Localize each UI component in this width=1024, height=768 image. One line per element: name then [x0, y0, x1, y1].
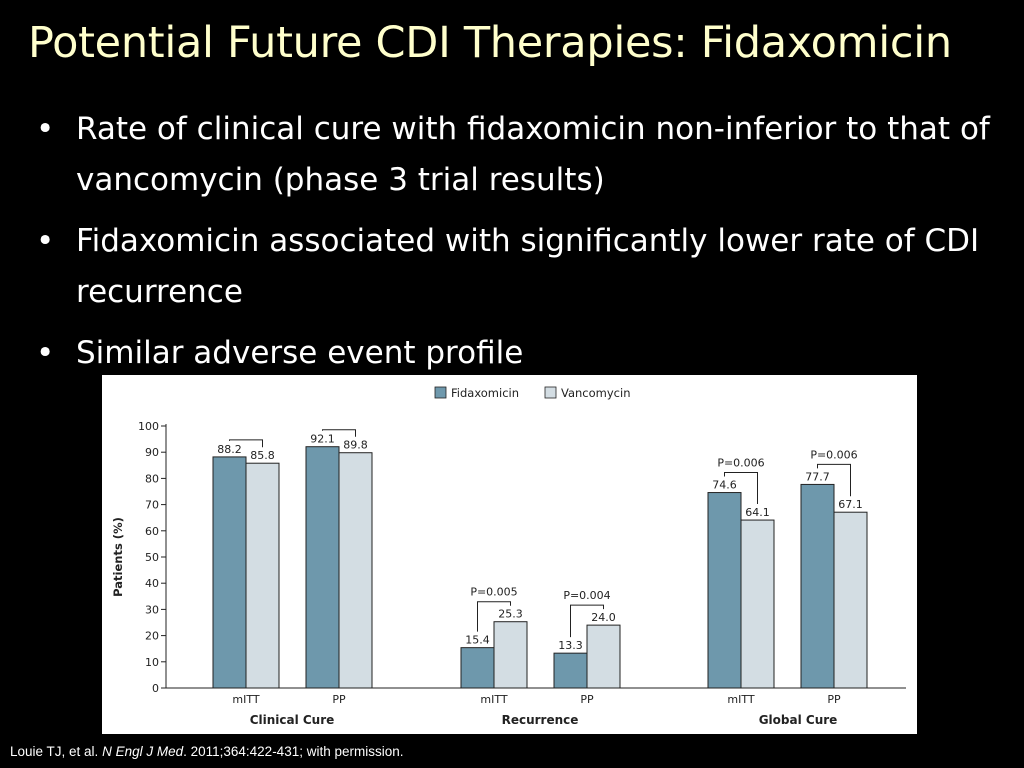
y-tick-label: 80 [145, 472, 159, 485]
slide-title: Potential Future CDI Therapies: Fidaxomi… [28, 18, 952, 68]
y-tick-label: 0 [152, 682, 159, 695]
bar-vancomycin [587, 625, 620, 688]
bar-fidaxomicin [213, 457, 246, 688]
group-label: Clinical Cure [250, 713, 335, 727]
bullet-text: Similar adverse event profile [76, 335, 523, 371]
legend-swatch-fidaxomicin [435, 387, 446, 398]
y-tick-label: 60 [145, 525, 159, 538]
bar-vancomycin [741, 520, 774, 688]
bullet-list: • Rate of clinical cure with fidaxomicin… [36, 104, 996, 389]
citation-details: . 2011;364:422-431; with permission. [183, 744, 403, 759]
bar-fidaxomicin [708, 493, 741, 688]
y-tick-label: 10 [145, 656, 159, 669]
x-tick-label: mITT [480, 693, 507, 706]
y-tick-label: 70 [145, 499, 159, 512]
bullet-item: • Rate of clinical cure with fidaxomicin… [36, 104, 996, 206]
bullet-item: • Similar adverse event profile [36, 328, 996, 379]
bullet-dot: • [36, 216, 54, 267]
citation-journal: N Engl J Med [102, 744, 183, 759]
chart-panel: Fidaxomicin Vancomycin 0 10 20 30 40 50 60 70 80 90… [102, 375, 917, 734]
citation-authors: Louie TJ, et al. [10, 744, 102, 759]
bar-fidaxomicin [554, 653, 587, 688]
bullet-dot: • [36, 104, 54, 155]
p-value-label: P=0.006 [810, 448, 857, 461]
data-label: 15.4 [465, 634, 490, 647]
bullet-dot: • [36, 328, 54, 379]
data-label: 24.0 [591, 611, 616, 624]
data-label: 92.1 [310, 433, 335, 446]
p-value-label: P=0.004 [563, 589, 610, 602]
data-label: 13.3 [558, 639, 583, 652]
group-label: Global Cure [759, 713, 838, 727]
bullet-item: • Fidaxomicin associated with significan… [36, 216, 996, 318]
data-label: 88.2 [217, 443, 242, 456]
legend-swatch-vancomycin [545, 387, 556, 398]
legend-label-vancomycin: Vancomycin [561, 386, 630, 400]
bar-fidaxomicin [801, 484, 834, 688]
bar-fidaxomicin [306, 447, 339, 688]
data-label: 74.6 [712, 479, 737, 492]
citation: Louie TJ, et al. N Engl J Med. 2011;364:… [10, 744, 404, 759]
data-label: 85.8 [250, 449, 275, 462]
x-tick-label: PP [827, 693, 841, 706]
bar-chart: Fidaxomicin Vancomycin 0 10 20 30 40 50 60 70 80 90… [102, 375, 917, 734]
bar-vancomycin [494, 622, 527, 688]
y-axis-label: Patients (%) [111, 517, 125, 597]
x-tick-label: PP [580, 693, 594, 706]
legend-label-fidaxomicin: Fidaxomicin [451, 386, 519, 400]
x-tick-label: PP [332, 693, 346, 706]
bar-fidaxomicin [461, 648, 494, 688]
data-label: 64.1 [745, 506, 770, 519]
y-tick-label: 40 [145, 577, 159, 590]
x-tick-label: mITT [727, 693, 754, 706]
data-label: 67.1 [838, 498, 863, 511]
group-label: Recurrence [502, 713, 579, 727]
data-label: 25.3 [498, 608, 523, 621]
bar-vancomycin [339, 453, 372, 688]
y-tick-label: 90 [145, 446, 159, 459]
bar-vancomycin [246, 463, 279, 688]
x-tick-label: mITT [232, 693, 259, 706]
y-tick-label: 20 [145, 630, 159, 643]
y-tick-label: 50 [145, 551, 159, 564]
data-label: 89.8 [343, 439, 368, 452]
data-label: 77.7 [805, 470, 830, 483]
bullet-text: Fidaxomicin associated with significantl… [76, 223, 979, 310]
y-tick-label: 30 [145, 603, 159, 616]
bullet-text: Rate of clinical cure with fidaxomicin n… [76, 111, 990, 198]
y-tick-label: 100 [138, 420, 159, 433]
p-value-label: P=0.006 [717, 457, 764, 470]
p-value-label: P=0.005 [470, 586, 517, 599]
bar-vancomycin [834, 512, 867, 688]
